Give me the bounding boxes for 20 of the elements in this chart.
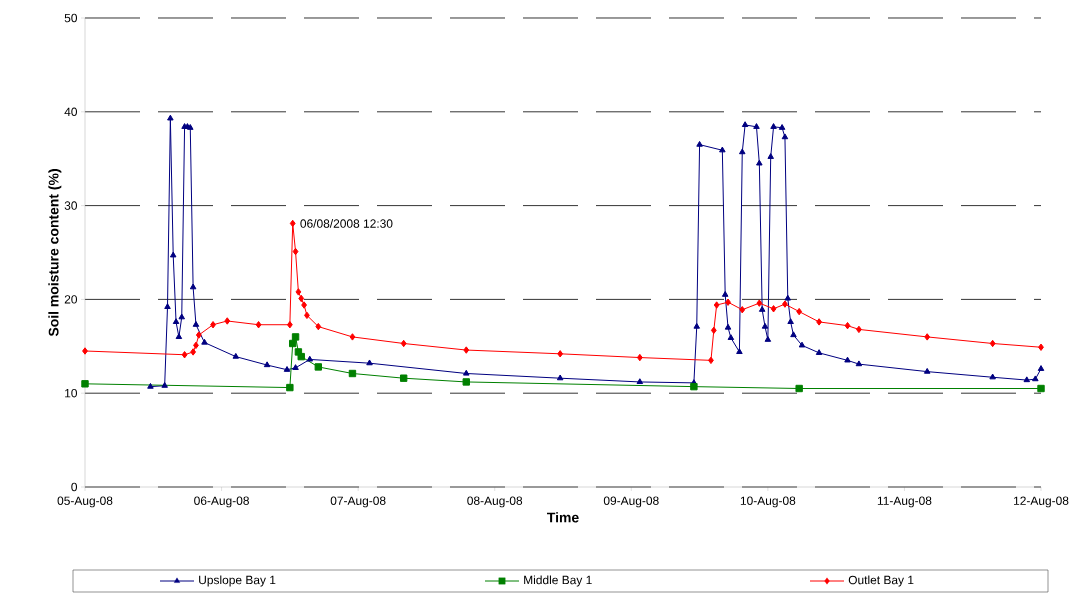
legend-label: Middle Bay 1 [524,575,592,587]
x-tick-label: 07-Aug-08 [330,496,386,508]
x-tick-label: 09-Aug-08 [603,496,659,508]
x-tick-label: 11-Aug-08 [877,496,932,508]
x-tick-label: 08-Aug-08 [467,496,523,508]
x-tick-label: 05-Aug-08 [57,496,113,508]
x-tick-label: 10-Aug-08 [740,496,796,508]
y-tick-label: 30 [64,201,78,210]
y-tick-label: 50 [64,13,78,23]
y-tick-label: 0 [71,482,78,492]
x-axis-title: Time [547,512,579,523]
x-tick-label: 12-Aug-08 [1014,496,1069,508]
annotation: 06/08/2008 12:30 [300,219,393,228]
y-tick-label: 20 [64,295,78,304]
legend-label: Upslope Bay 1 [199,575,276,587]
y-tick-label: 10 [65,388,78,398]
y-axis-title: Soil moisture content (%) [48,169,62,337]
y-tick-label: 40 [64,107,78,117]
legend-label: Outlet Bay 1 [848,575,914,587]
x-tick-label: 06-Aug-08 [194,496,249,508]
